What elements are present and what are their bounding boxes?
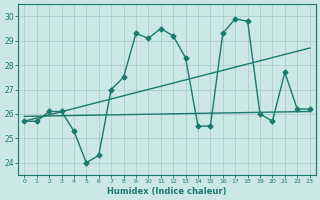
X-axis label: Humidex (Indice chaleur): Humidex (Indice chaleur) (107, 187, 227, 196)
